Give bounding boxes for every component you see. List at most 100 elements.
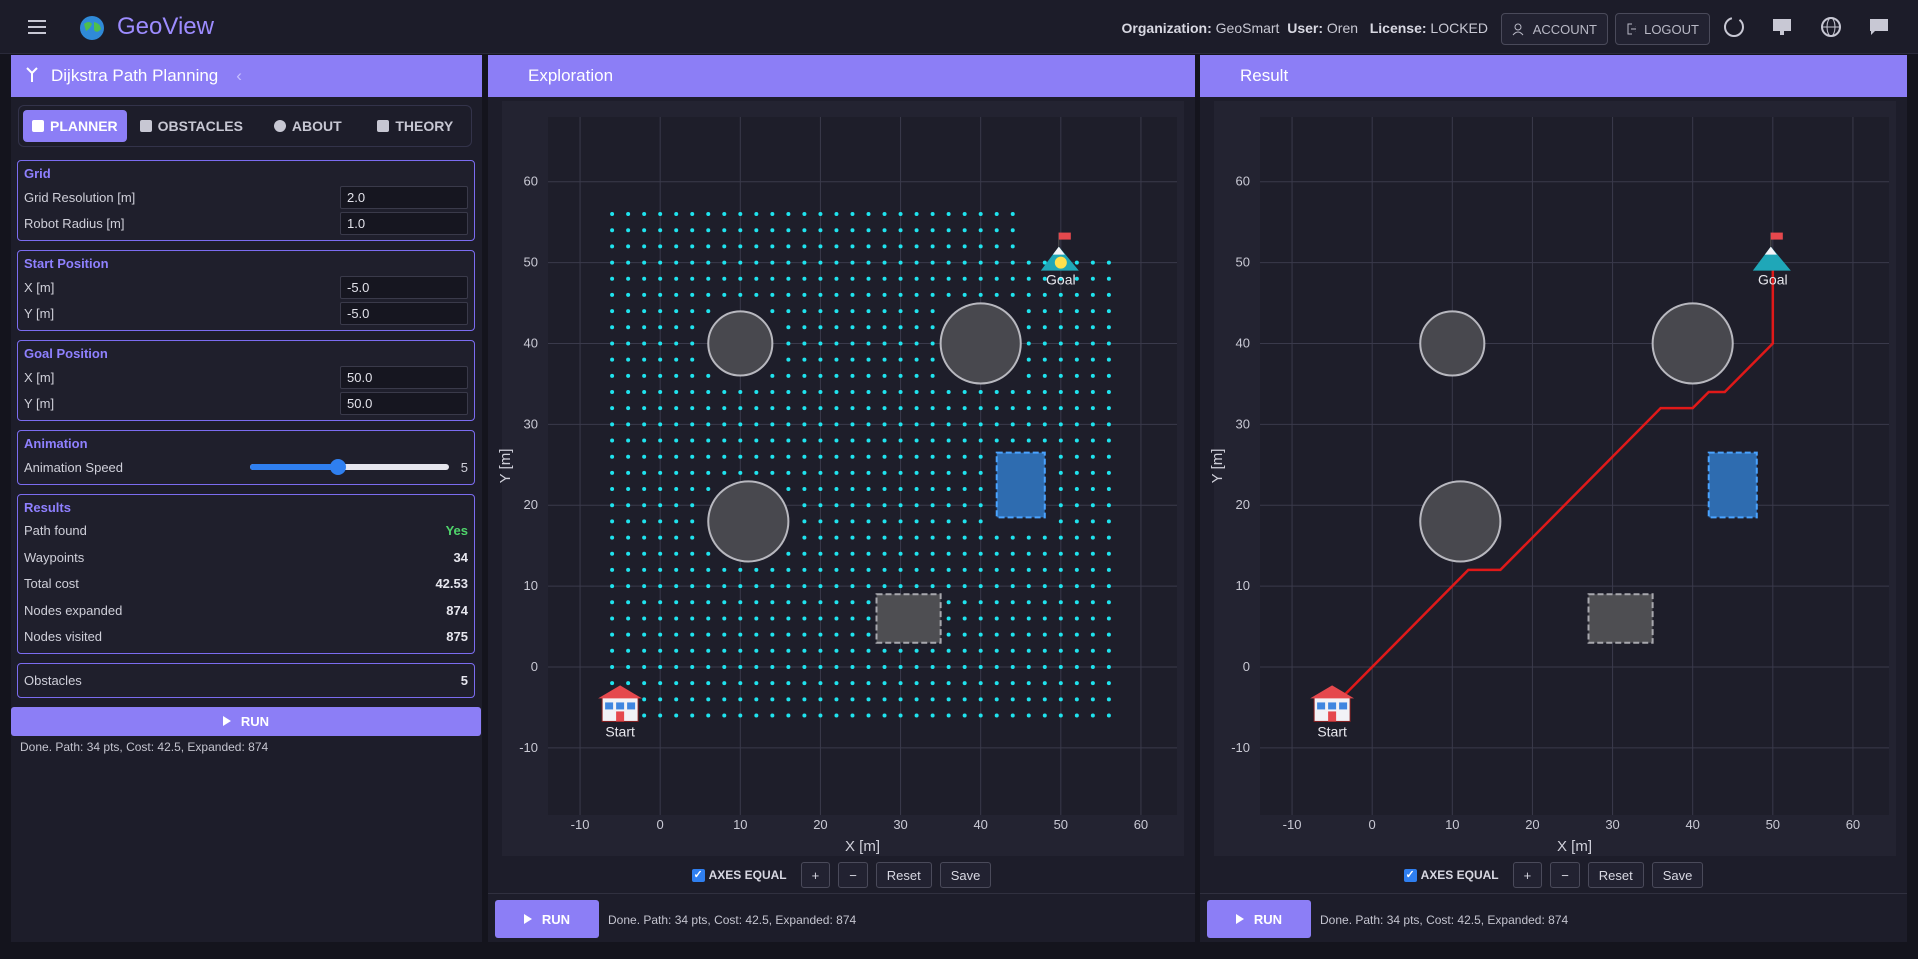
toolbar-button[interactable]: Save — [939, 862, 992, 888]
field-input[interactable]: -5.0 — [340, 302, 468, 326]
sync-icon[interactable] — [1722, 15, 1746, 39]
menu-icon[interactable] — [26, 17, 50, 37]
explored-node — [962, 551, 967, 556]
explored-node — [850, 681, 855, 686]
brand[interactable]: GeoView — [117, 13, 214, 40]
screen-icon[interactable] — [1771, 16, 1793, 38]
explored-node — [626, 276, 631, 281]
explored-node — [658, 260, 663, 265]
run-button[interactable]: RUN — [495, 900, 599, 938]
explored-node — [898, 438, 903, 443]
explored-node — [706, 567, 711, 572]
toolbar-button[interactable]: − — [838, 862, 868, 888]
house-door — [616, 711, 625, 722]
play-icon — [523, 914, 532, 924]
explored-node — [610, 244, 615, 249]
tab[interactable]: THEORY — [364, 110, 468, 142]
explored-node — [770, 438, 775, 443]
explored-node — [818, 292, 823, 297]
explored-node — [1026, 648, 1031, 653]
toolbar-button[interactable]: − — [1550, 862, 1580, 888]
tab-icon — [139, 120, 152, 132]
explored-node — [754, 713, 759, 718]
explored-node — [642, 244, 647, 249]
toolbar-button[interactable]: Reset — [875, 862, 932, 888]
explored-node — [930, 487, 935, 492]
explored-node — [658, 681, 663, 686]
run-button[interactable]: RUN — [11, 706, 481, 736]
explored-node — [690, 373, 695, 378]
explored-node — [850, 357, 855, 362]
explored-node — [738, 422, 743, 427]
obstacles-card: Obstacles 5 — [17, 663, 475, 698]
explored-node — [802, 470, 807, 475]
explored-node — [738, 648, 743, 653]
explored-node — [834, 535, 839, 540]
toolbar-button[interactable]: + — [1512, 862, 1543, 888]
y-tick-label: 20 — [524, 497, 538, 512]
explored-node — [850, 713, 855, 718]
axes-equal[interactable]: ✓ AXES EQUAL — [1403, 868, 1499, 882]
explored-node — [866, 664, 871, 669]
explored-node — [1090, 325, 1095, 330]
explored-node — [642, 551, 647, 556]
toolbar-button[interactable]: + — [800, 862, 831, 888]
field-input[interactable]: 50.0 — [340, 392, 468, 416]
explored-node — [1090, 373, 1095, 378]
axes-equal[interactable]: ✓ AXES EQUAL — [691, 868, 787, 882]
tab-label: ABOUT — [291, 118, 342, 134]
explored-node — [1042, 600, 1047, 605]
explored-node — [786, 584, 791, 589]
explored-node — [914, 260, 919, 265]
explored-node — [690, 503, 695, 508]
settings-card: Grid Grid Resolution [m] 2.0 Robot Radius [… — [17, 160, 475, 241]
explored-node — [690, 487, 695, 492]
explored-node — [1090, 487, 1095, 492]
explored-node — [1090, 454, 1095, 459]
account-button[interactable]: ACCOUNT — [1501, 13, 1608, 45]
explored-node — [642, 503, 647, 508]
logout-button[interactable]: LOGOUT — [1615, 13, 1710, 45]
explored-node — [962, 584, 967, 589]
explored-node — [738, 244, 743, 249]
explored-node — [626, 228, 631, 233]
field-input[interactable]: -5.0 — [340, 275, 468, 299]
explored-node — [722, 276, 727, 281]
field-input[interactable]: 50.0 — [340, 365, 468, 389]
explored-node — [978, 519, 983, 524]
tab[interactable]: OBSTACLES — [131, 110, 252, 142]
tab[interactable]: PLANNER — [23, 110, 127, 142]
explored-node — [898, 584, 903, 589]
language-icon[interactable] — [1820, 16, 1842, 38]
explored-node — [1074, 341, 1079, 346]
run-button[interactable]: RUN — [1207, 900, 1311, 938]
field-row: Obstacles 5 — [24, 667, 468, 694]
explored-node — [1090, 438, 1095, 443]
explored-node — [738, 713, 743, 718]
field-input[interactable]: 1.0 — [340, 212, 468, 236]
explored-node — [882, 713, 887, 718]
explored-node — [1010, 406, 1015, 411]
chat-icon[interactable] — [1868, 16, 1890, 38]
toolbar-button[interactable]: Save — [1651, 862, 1704, 888]
explored-node — [946, 600, 951, 605]
field-input[interactable]: 2.0 — [340, 185, 468, 209]
explored-node — [642, 681, 647, 686]
explored-node — [658, 519, 663, 524]
tab[interactable]: ABOUT — [256, 110, 360, 142]
explored-node — [690, 260, 695, 265]
explored-node — [658, 584, 663, 589]
slider[interactable] — [249, 459, 449, 476]
obstacle — [1419, 480, 1502, 563]
collapse[interactable]: ‹ — [236, 66, 242, 85]
explored-node — [962, 600, 967, 605]
x-tick-label: 60 — [1134, 817, 1148, 832]
toolbar-button[interactable]: Reset — [1587, 862, 1644, 888]
explored-node — [1074, 632, 1079, 637]
explored-node — [802, 519, 807, 524]
explored-node — [978, 438, 983, 443]
explored-node — [946, 212, 951, 217]
explored-node — [914, 648, 919, 653]
explored-node — [626, 357, 631, 362]
explored-node — [866, 567, 871, 572]
